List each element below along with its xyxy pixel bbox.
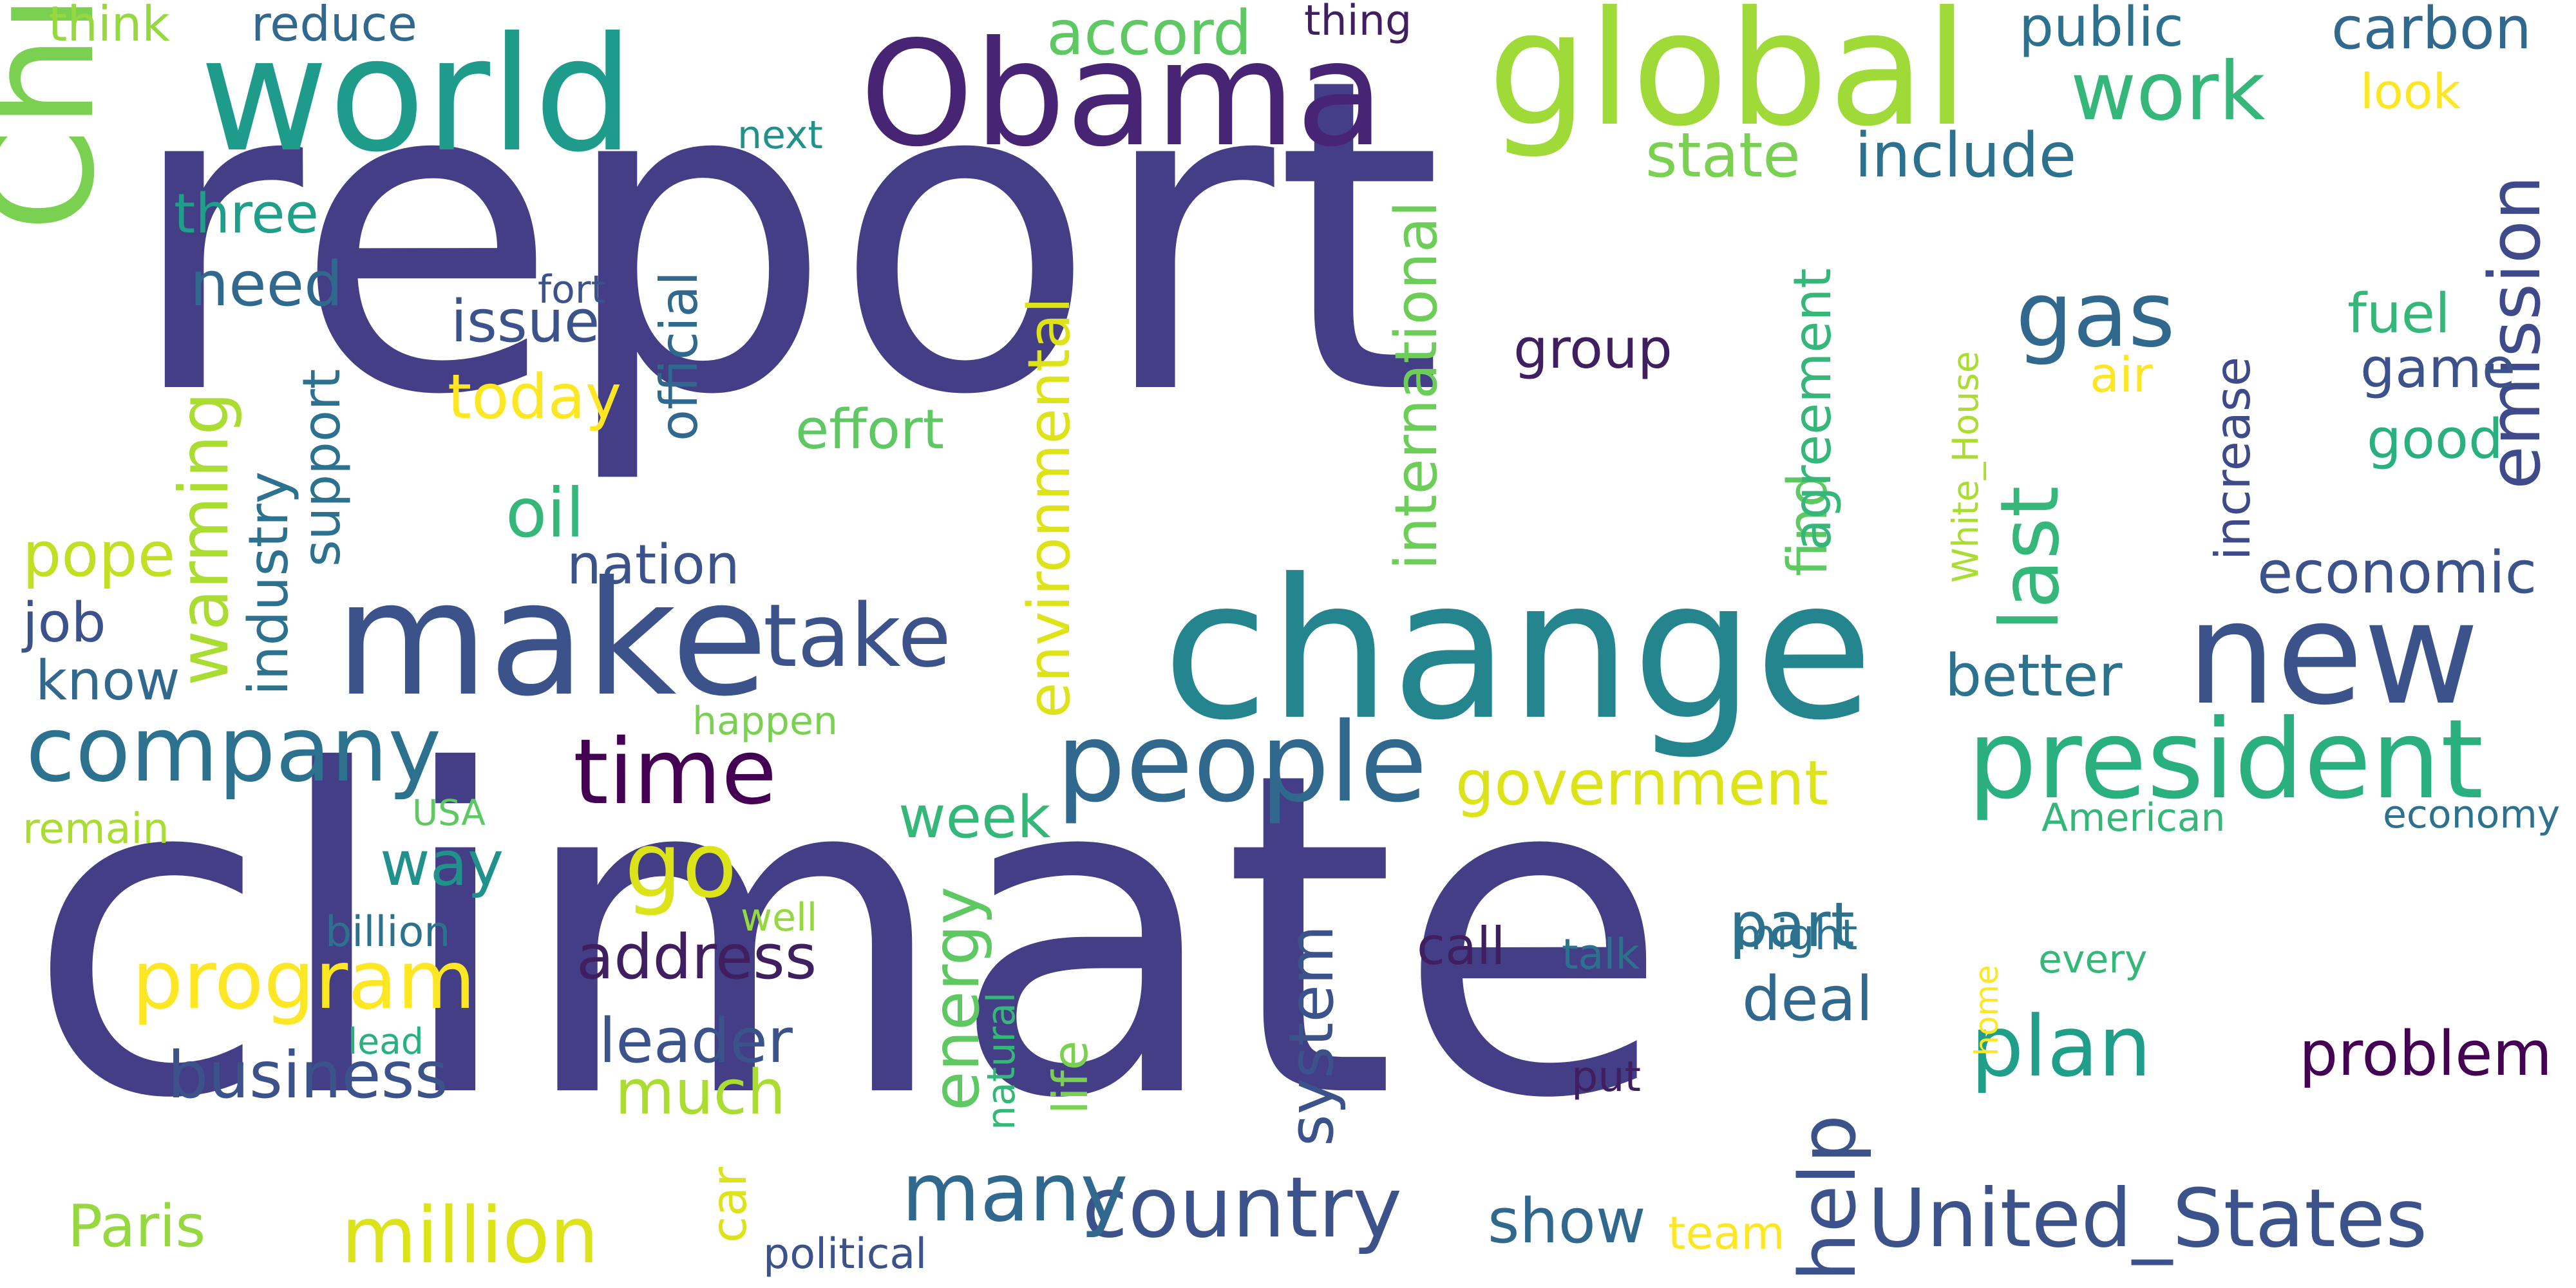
word-international: international [1383, 201, 1450, 570]
word-much: much [615, 1057, 786, 1128]
word-nation: nation [567, 533, 740, 597]
word-world: world [200, 3, 634, 187]
word-good: good [2367, 408, 2503, 471]
word-paris: Paris [68, 1193, 206, 1260]
word-united-states: United_States [1868, 1172, 2428, 1265]
word-know: know [35, 649, 180, 713]
word-lead: lead [348, 1021, 424, 1062]
word-go: go [625, 813, 737, 918]
word-put: put [1571, 1053, 1641, 1101]
word-political: political [763, 1230, 927, 1278]
word-government: government [1455, 748, 1829, 819]
word-include: include [1855, 120, 2077, 191]
word-president: president [1967, 696, 2484, 824]
word-today: today [448, 362, 622, 433]
word-white-house: White_House [1945, 351, 1986, 583]
word-need: need [190, 249, 343, 320]
word-warming: warming [165, 392, 243, 686]
word-business: business [167, 1037, 448, 1113]
word-company: company [26, 697, 442, 802]
word-work: work [2070, 45, 2266, 138]
word-country: country [1082, 1159, 1403, 1256]
word-help: help [1784, 1114, 1873, 1282]
word-natural: natural [979, 992, 1024, 1130]
word-state: state [1645, 120, 1801, 191]
word-might: might [1736, 911, 1858, 960]
word-car: car [701, 1166, 757, 1243]
word-support: support [292, 368, 352, 567]
word-pope: pope [23, 520, 176, 591]
word-air: air [2090, 346, 2153, 403]
word-american: American [2041, 795, 2226, 840]
word-address: address [576, 922, 817, 993]
word-fort: fort [538, 267, 607, 312]
word-team: team [1668, 1207, 1785, 1260]
word-think: think [48, 0, 170, 52]
word-talk: talk [1562, 931, 1640, 979]
word-environmental: environmental [1016, 297, 1083, 718]
word-effort: effort [795, 398, 945, 462]
word-make: make [335, 547, 768, 731]
word-billion: billion [325, 908, 451, 956]
word-issue: issue [451, 288, 600, 355]
word-industry: industry [237, 471, 301, 696]
word-remain: remain [23, 805, 169, 853]
word-accord: accord [1046, 0, 1252, 69]
word-reduce: reduce [251, 0, 417, 52]
word-obama: Obama [860, 10, 1385, 179]
word-people: people [1056, 699, 1428, 827]
word-gas: gas [2016, 263, 2175, 368]
word-week: week [898, 784, 1051, 851]
word-program: program [132, 934, 476, 1027]
word-global: global [1488, 0, 1969, 161]
word-better: better [1945, 642, 2123, 710]
word-carbon: carbon [2331, 0, 2532, 62]
word-every: every [2038, 937, 2148, 982]
word-group: group [1513, 317, 1672, 381]
word-next: next [737, 113, 823, 158]
word-new: new [2186, 571, 2479, 736]
word-official: official [649, 271, 709, 441]
word-way: way [380, 829, 504, 900]
word-game: game [2360, 337, 2516, 401]
word-deal: deal [1742, 964, 1873, 1035]
word-public: public [2019, 0, 2184, 59]
word-thing: thing [1304, 0, 1412, 45]
word-oil: oil [506, 474, 585, 553]
word-home: home [1968, 965, 2005, 1056]
word-look: look [2360, 63, 2461, 120]
word-usa: USA [412, 792, 486, 833]
word-three: three [174, 182, 319, 246]
word-many: many [902, 1146, 1128, 1240]
word-show: show [1488, 1186, 1646, 1257]
word-time: time [573, 720, 777, 825]
word-agreement: agreement [1783, 268, 1842, 551]
word-system: system [1276, 925, 1347, 1146]
word-leader: leader [599, 1006, 793, 1077]
word-plan: plan [1971, 998, 2152, 1095]
word-change: change [1162, 538, 1874, 762]
word-part: part [1729, 890, 1855, 961]
word-problem: problem [2299, 1019, 2553, 1090]
word-take: take [763, 585, 952, 687]
word-call: call [1417, 916, 1506, 976]
word-fuel: fuel [2347, 282, 2450, 346]
word-climate: climate [26, 678, 1670, 1195]
word-increase: increase [2204, 356, 2261, 560]
word-report: report [126, 0, 1444, 489]
word-happen: happen [692, 699, 838, 744]
word-last: last [1984, 486, 2077, 631]
word-life: life [1042, 1040, 1099, 1114]
word-million: million [341, 1191, 599, 1281]
word-well: well [741, 895, 818, 940]
word-economy: economy [2383, 792, 2561, 837]
word-job: job [23, 591, 106, 655]
word-economic: economic [2257, 539, 2537, 607]
